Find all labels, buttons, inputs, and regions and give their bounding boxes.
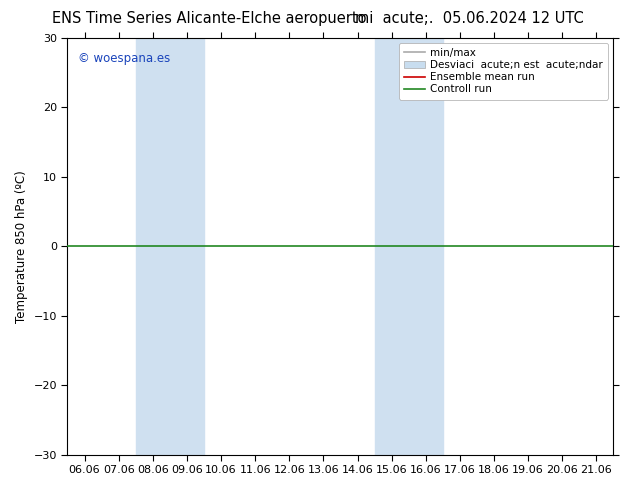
- Bar: [375, 38, 443, 455]
- Y-axis label: Temperature 850 hPa (ºC): Temperature 850 hPa (ºC): [15, 170, 28, 322]
- Text: ENS Time Series Alicante-Elche aeropuerto: ENS Time Series Alicante-Elche aeropuert…: [52, 11, 366, 26]
- Text: © woespana.es: © woespana.es: [79, 52, 171, 65]
- Text: mi  acute;.  05.06.2024 12 UTC: mi acute;. 05.06.2024 12 UTC: [355, 11, 583, 26]
- Bar: [136, 38, 204, 455]
- Legend: min/max, Desviaci  acute;n est  acute;ndar, Ensemble mean run, Controll run: min/max, Desviaci acute;n est acute;ndar…: [399, 43, 608, 99]
